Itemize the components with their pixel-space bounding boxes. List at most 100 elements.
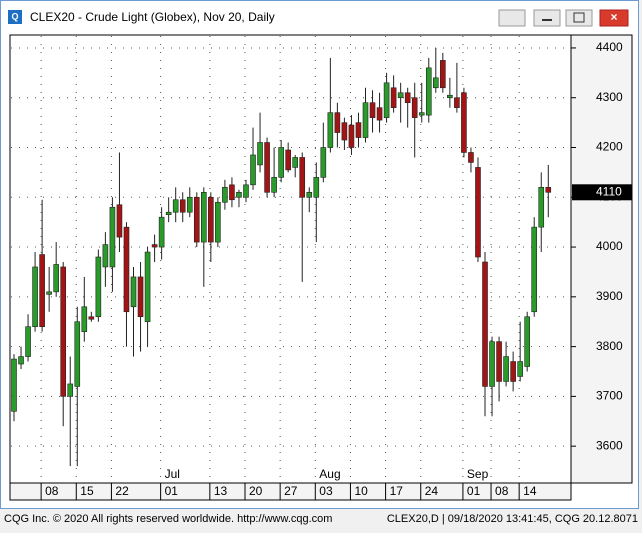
candle-body (186, 196, 193, 213)
x-tick-label: 22 (115, 484, 129, 498)
candle-body (201, 191, 207, 243)
candle-body (208, 196, 214, 243)
candle-body (404, 92, 411, 103)
candle-body (102, 244, 109, 268)
candle-body (545, 187, 552, 193)
candle-body (95, 256, 102, 318)
candle-body (355, 122, 362, 138)
candle-body (109, 206, 116, 268)
candle-body (531, 226, 538, 313)
x-tick-label: 08 (45, 484, 59, 498)
candle-body (236, 191, 242, 198)
candle-body (461, 92, 467, 153)
candle-body (151, 244, 158, 248)
y-tick-label: 4300 (596, 90, 623, 104)
candle-body (158, 216, 165, 248)
candle-body (215, 201, 221, 243)
status-info: CLEX20,D | 09/18/2020 13:41:45, CQG 20.1… (387, 513, 638, 525)
y-tick-label: 3600 (596, 438, 623, 452)
candle-body (193, 196, 200, 243)
window-title: CLEX20 - Crude Light (Globex), Nov 20, D… (30, 10, 275, 24)
month-label: Sep (467, 467, 489, 481)
maximize-button[interactable] (565, 9, 593, 27)
candle-body (341, 122, 348, 141)
candle-body (468, 152, 474, 163)
candle-body (425, 67, 432, 116)
candle-body (144, 251, 151, 323)
candle-body (369, 102, 376, 118)
candle-body (285, 149, 291, 171)
candle-body (179, 199, 186, 213)
candle-body (376, 107, 383, 121)
candle-body (39, 254, 45, 327)
candle-body (482, 261, 488, 387)
candle-body (496, 341, 502, 382)
minimize-button[interactable] (533, 9, 561, 27)
window-buttons[interactable]: × (498, 9, 629, 27)
candle-body (397, 92, 404, 99)
month-label: Aug (319, 467, 340, 481)
candle-body (60, 266, 67, 397)
y-tick-label: 3800 (596, 339, 623, 353)
candle-body (517, 361, 523, 377)
candle-body (348, 124, 355, 148)
y-tick-label: 4000 (596, 239, 623, 253)
candle-body (229, 184, 235, 201)
x-tick-label: 10 (354, 484, 368, 498)
candle-body (334, 112, 341, 133)
candle-body (32, 266, 38, 327)
candle-body (67, 383, 74, 397)
x-tick-label: 13 (214, 484, 228, 498)
y-tick-label: 3900 (596, 289, 623, 303)
candle-body (116, 204, 123, 238)
candle-body (25, 326, 31, 357)
plot-area (9, 34, 572, 484)
candle-body (418, 112, 425, 116)
x-tick-label: 20 (249, 484, 263, 498)
candle-body (123, 226, 130, 313)
candle-body (53, 264, 59, 293)
candle-body (362, 102, 369, 138)
candle-body (292, 157, 299, 168)
x-tick-label: 14 (523, 484, 537, 498)
candle-body (264, 142, 270, 193)
candle-body (278, 147, 284, 178)
pin-button[interactable] (498, 9, 526, 27)
app-icon-glyph: Q (11, 11, 18, 21)
candle-body (440, 60, 446, 89)
candle-body (11, 358, 17, 412)
candle-body (306, 191, 313, 198)
month-label: Jul (165, 467, 180, 481)
candle-body (313, 177, 320, 198)
price-axis (570, 34, 633, 484)
candle-body (447, 94, 453, 99)
last-price-box (572, 184, 632, 201)
candle-body (222, 187, 228, 203)
candle-body (243, 184, 249, 198)
candle-body (74, 321, 81, 387)
candle-body (137, 276, 144, 318)
candle-body (475, 167, 481, 258)
candle-body (18, 356, 24, 365)
x-tick-label: 03 (319, 484, 333, 498)
candle-body (46, 291, 52, 295)
candle-body (538, 187, 545, 228)
x-tick-label: 01 (467, 484, 481, 498)
y-tick-label: 4400 (596, 40, 623, 54)
x-tick-label: 01 (165, 484, 179, 498)
candle-body (327, 112, 334, 148)
candle-body (299, 157, 306, 198)
candle-body (130, 276, 137, 308)
candle-body (257, 142, 263, 166)
x-tick-label: 24 (425, 484, 439, 498)
y-tick-label: 3700 (596, 389, 623, 403)
x-tick-label: 27 (284, 484, 298, 498)
candle-body (250, 154, 256, 186)
maximize-glyph (573, 12, 585, 23)
title-bar (1, 1, 638, 33)
candle-body (88, 316, 95, 320)
copyright: CQG Inc. © 2020 All rights reserved worl… (4, 513, 332, 525)
status-bar (0, 510, 642, 528)
close-button[interactable] (599, 9, 629, 27)
